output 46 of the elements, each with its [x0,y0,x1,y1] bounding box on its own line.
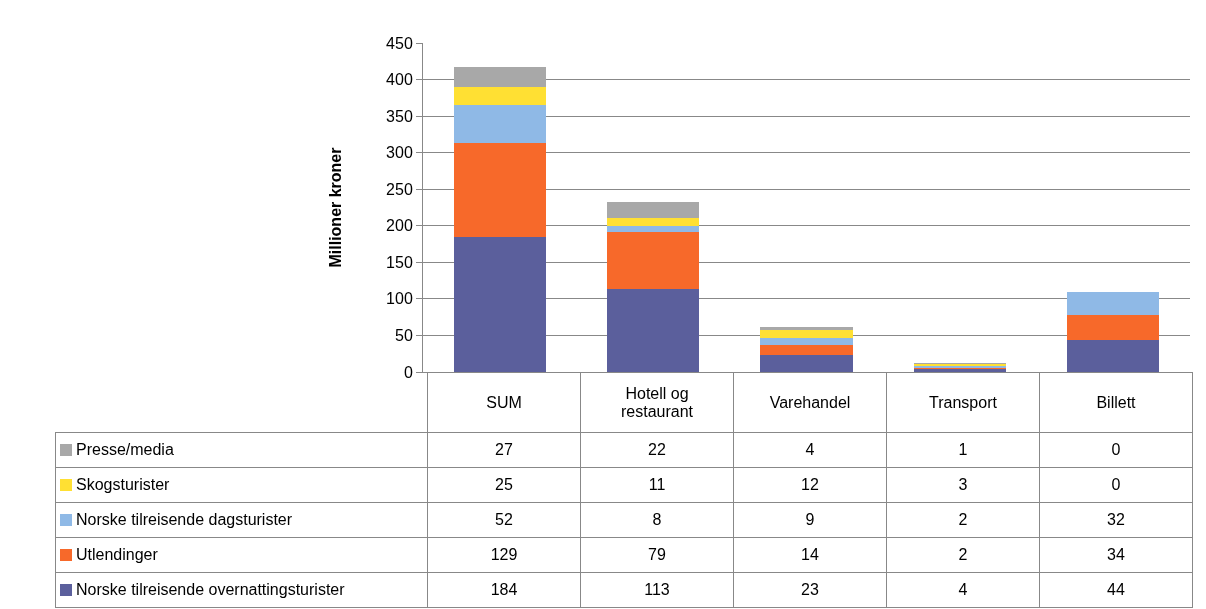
data-label: 3 [886,467,1040,503]
data-label: 113 [580,572,734,608]
data-label: 12 [733,467,887,503]
data-label: 14 [733,537,887,573]
data-label: 2 [886,502,1040,538]
legend-label: Presse/media [55,432,428,468]
data-label: 23 [733,572,887,608]
legend-label: Norske tilreisende overnattingsturister [55,572,428,608]
data-label: 0 [1039,467,1193,503]
data-label: 4 [733,432,887,468]
data-label: 9 [733,502,887,538]
y-tick-label: 450 [386,34,413,52]
data-label: 1 [886,432,1040,468]
data-label: 4 [886,572,1040,608]
x-tick-label: Hotell og restaurant [580,372,734,433]
data-label: 22 [580,432,734,468]
x-tick-label: Billett [1039,372,1193,433]
data-label: 34 [1039,537,1193,573]
y-tick-label: 100 [386,290,413,308]
data-label: 25 [427,467,581,503]
y-tick-label: 0 [403,363,413,381]
data-label: 27 [427,432,581,468]
legend-label: Norske tilreisende dagsturister [55,502,428,538]
data-label: 44 [1039,572,1193,608]
y-tick-label: 250 [386,180,413,198]
data-label: 129 [427,537,581,573]
y-axis-title: Millioner kroner [327,147,344,268]
y-tick-label: 200 [386,217,413,235]
y-tick-label: 400 [386,71,413,89]
legend-label: Utlendinger [55,537,428,573]
x-tick-label: Transport [886,372,1040,433]
data-label: 0 [1039,432,1193,468]
data-label: 11 [580,467,734,503]
data-label: 8 [580,502,734,538]
y-tick-label: 300 [386,144,413,162]
y-tick-label: 350 [386,107,413,125]
x-tick-label: Varehandel [733,372,887,433]
data-label: 184 [427,572,581,608]
legend-label: Skogsturister [55,467,428,503]
data-label: 52 [427,502,581,538]
x-tick-label: SUM [427,372,581,433]
data-label: 32 [1039,502,1193,538]
data-label: 2 [886,537,1040,573]
data-label: 79 [580,537,734,573]
y-tick-label: 150 [386,253,413,271]
y-tick-label: 50 [395,327,413,345]
